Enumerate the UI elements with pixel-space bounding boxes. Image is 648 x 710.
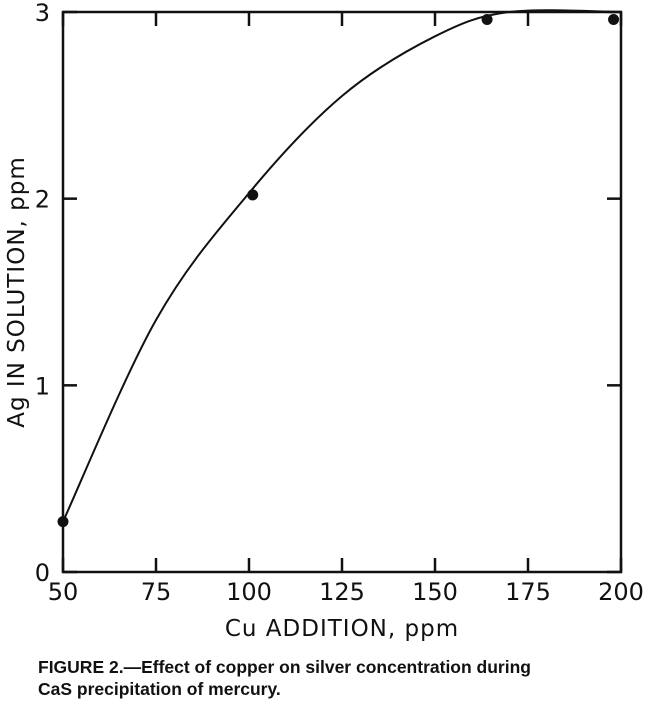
x-tick-label: 200 — [598, 578, 644, 606]
y-tick-labels: 0 1 2 3 — [35, 0, 50, 587]
x-tick-label: 100 — [226, 578, 272, 606]
y-axis-title: Ag IN SOLUTION, ppm — [4, 156, 30, 428]
y-tick-label: 0 — [35, 559, 50, 587]
x-tick-label: 150 — [412, 578, 458, 606]
x-tick-label: 125 — [319, 578, 365, 606]
data-point — [57, 516, 69, 528]
data-point — [481, 13, 493, 25]
fit-curve — [62, 9, 622, 523]
data-point — [247, 189, 259, 201]
x-tick-label: 50 — [48, 578, 79, 606]
figure-caption: FIGURE 2.—Effect of copper on silver con… — [38, 656, 638, 700]
x-tick-labels: 50 75 100 125 150 175 200 — [48, 578, 644, 606]
data-point — [608, 13, 620, 25]
x-tick-label: 175 — [505, 578, 551, 606]
x-tick-label: 75 — [141, 578, 172, 606]
y-tick-label: 1 — [35, 372, 50, 400]
chart: 50 75 100 125 150 175 200 0 1 2 3 Cu ADDITION, pp… — [4, 0, 644, 642]
caption-line-2: CaS precipitation of mercury. — [38, 679, 281, 699]
data-points — [57, 13, 620, 528]
y-tick-label: 2 — [35, 186, 50, 214]
caption-line-1: FIGURE 2.—Effect of copper on silver con… — [38, 657, 531, 677]
x-axis-title: Cu ADDITION, ppm — [225, 616, 459, 642]
y-tick-label: 3 — [35, 0, 50, 27]
